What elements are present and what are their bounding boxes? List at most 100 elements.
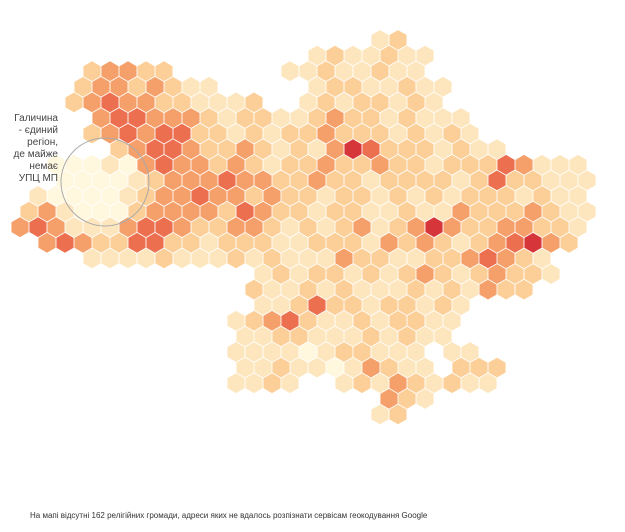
hex	[407, 279, 425, 300]
hex	[164, 108, 182, 128]
hex	[515, 217, 533, 238]
annotation-line: Галичина	[14, 113, 58, 124]
hex	[317, 217, 335, 238]
hex	[551, 217, 569, 238]
hex	[416, 232, 434, 253]
hex	[353, 310, 371, 331]
hex	[434, 232, 452, 253]
hex	[92, 232, 110, 253]
hex	[83, 61, 101, 82]
hex	[470, 170, 488, 191]
hex	[443, 154, 461, 175]
hex	[56, 170, 74, 191]
hex	[326, 170, 344, 191]
hex	[65, 186, 83, 206]
hex	[245, 342, 263, 362]
hex	[263, 279, 281, 300]
hex	[245, 154, 263, 175]
hex	[569, 186, 587, 206]
hex	[416, 388, 434, 409]
hex	[344, 139, 362, 160]
hex	[83, 154, 101, 175]
hex	[119, 248, 137, 269]
hex	[407, 373, 425, 394]
hex	[326, 326, 344, 347]
hex	[380, 388, 398, 409]
hex	[344, 295, 362, 316]
hex	[308, 170, 326, 191]
hex	[218, 201, 236, 222]
hex	[29, 186, 47, 206]
hex	[452, 264, 470, 284]
hex	[263, 154, 281, 175]
hex	[281, 123, 299, 144]
hex	[488, 139, 506, 160]
hex	[353, 279, 371, 300]
hex	[362, 264, 380, 284]
hex	[506, 232, 524, 253]
hex	[335, 342, 353, 362]
hex	[488, 201, 506, 222]
hex	[245, 217, 263, 238]
hex	[461, 154, 479, 175]
hex	[344, 201, 362, 222]
hex	[254, 264, 272, 284]
hex	[119, 186, 137, 206]
hex	[452, 201, 470, 222]
hex	[443, 310, 461, 331]
hex	[110, 201, 128, 222]
hex	[461, 186, 479, 206]
hex	[308, 264, 326, 284]
hex	[236, 170, 254, 191]
hex	[380, 357, 398, 378]
hex	[227, 186, 245, 206]
hex	[299, 342, 317, 362]
hex	[308, 108, 326, 128]
hex	[308, 45, 326, 66]
hex	[83, 248, 101, 269]
hex	[272, 295, 290, 316]
hex	[434, 76, 452, 97]
hex	[119, 123, 137, 144]
hex	[371, 217, 389, 238]
hex	[389, 342, 407, 362]
hex	[389, 154, 407, 175]
hex	[245, 123, 263, 144]
hex	[209, 217, 227, 238]
hex	[137, 92, 155, 113]
hex	[263, 342, 281, 362]
hex	[389, 310, 407, 331]
hex	[20, 201, 38, 222]
hex	[290, 264, 308, 284]
hex	[497, 217, 515, 238]
hex	[254, 326, 272, 347]
hex	[209, 123, 227, 144]
hex	[155, 92, 173, 113]
hex	[92, 108, 110, 128]
hex	[443, 248, 461, 269]
hex	[272, 357, 290, 378]
hex	[443, 186, 461, 206]
hex	[362, 357, 380, 378]
hex	[146, 108, 164, 128]
hex	[326, 139, 344, 160]
hex	[227, 342, 245, 362]
hex	[407, 154, 425, 175]
hex	[425, 279, 443, 300]
hex	[236, 108, 254, 128]
hex	[281, 217, 299, 238]
hex	[182, 232, 200, 253]
hex	[425, 310, 443, 331]
hex	[281, 154, 299, 175]
hex	[371, 30, 389, 50]
hex	[335, 217, 353, 238]
hex	[209, 92, 227, 113]
hex	[497, 248, 515, 269]
hex	[380, 326, 398, 347]
hex	[65, 154, 83, 175]
hex	[272, 139, 290, 160]
hex	[470, 357, 488, 378]
hex	[398, 326, 416, 347]
hex	[317, 279, 335, 300]
